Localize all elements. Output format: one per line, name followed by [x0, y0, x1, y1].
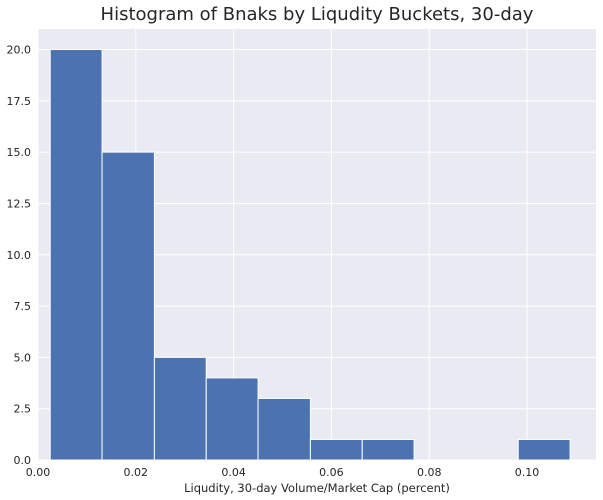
- histogram-bar-6: [309, 438, 363, 461]
- histogram-bar-1: [49, 49, 103, 461]
- x-tick-label: 0.00: [26, 466, 51, 479]
- y-tick-label: 5.0: [14, 351, 32, 364]
- y-tick-label: 20.0: [7, 44, 32, 57]
- histogram-bar-3: [153, 356, 207, 461]
- y-tick-label: 17.5: [7, 95, 32, 108]
- x-tick-label: 0.08: [417, 466, 442, 479]
- y-tick-label: 7.5: [14, 300, 32, 313]
- chart-title: Histogram of Bnaks by Liqudity Buckets, …: [101, 4, 534, 25]
- y-axis-ticks: 0.0 2.5 5.0 7.5 10.0 12.5 15.0 17.5 20.0: [7, 44, 32, 467]
- x-tick-label: 0.10: [515, 466, 540, 479]
- histogram-bar-10: [517, 438, 571, 461]
- y-tick-label: 0.0: [14, 454, 32, 467]
- histogram-bar-7: [361, 438, 415, 461]
- x-axis-label: Liqudity, 30-day Volume/Market Cap (perc…: [184, 481, 450, 495]
- x-tick-label: 0.04: [221, 466, 246, 479]
- y-tick-label: 15.0: [7, 146, 32, 159]
- y-tick-label: 2.5: [14, 403, 32, 416]
- x-tick-label: 0.02: [124, 466, 149, 479]
- histogram-bar-5: [257, 397, 311, 461]
- histogram-bar-2: [101, 151, 155, 461]
- y-tick-label: 12.5: [7, 197, 32, 210]
- histogram-bar-4: [205, 377, 259, 461]
- y-tick-label: 10.0: [7, 249, 32, 262]
- x-tick-label: 0.06: [319, 466, 344, 479]
- x-axis-ticks: 0.00 0.02 0.04 0.06 0.08 0.10: [26, 466, 540, 479]
- histogram-bars: [49, 49, 571, 461]
